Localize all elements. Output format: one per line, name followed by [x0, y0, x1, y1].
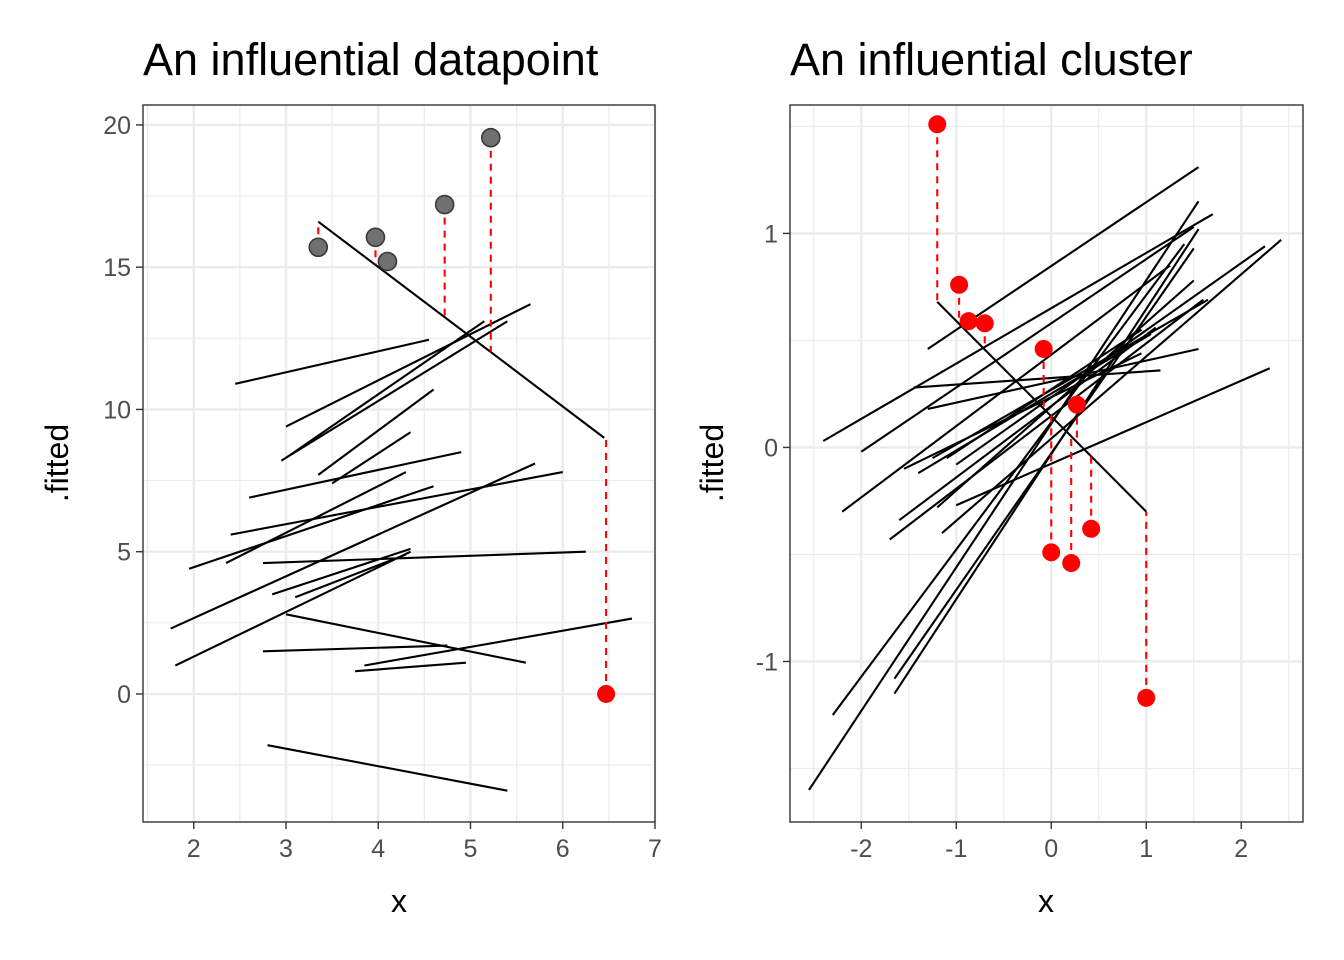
influential-point-2	[950, 275, 969, 294]
fitted-line-18	[364, 617, 633, 667]
influential-point-7	[1062, 554, 1081, 573]
axes: 2 3 4 5 6 7 0 5 10 15 20	[103, 112, 662, 863]
fitted-line-20	[955, 367, 1271, 507]
chart-panel-1: 2 3 4 5 6 7 0 5 10 15 20 An influential datapoint x.…	[39, 34, 662, 919]
x-tick-label: 3	[279, 835, 293, 863]
fitted-line-5	[822, 213, 1214, 442]
fitted-line-16	[941, 239, 1282, 534]
fitted-line-6	[331, 431, 412, 485]
data-points	[928, 115, 1156, 707]
y-tick-label: 1	[764, 220, 778, 248]
x-tick-label: 0	[1044, 835, 1058, 863]
influential-point-6	[597, 684, 616, 703]
panel-border	[142, 104, 656, 823]
fitted-line-1	[808, 200, 1200, 791]
y-axis-title: .fitted	[694, 424, 730, 502]
data-point-2	[365, 227, 386, 248]
fitted-line-13	[262, 550, 586, 565]
y-tick-label: 5	[117, 539, 131, 567]
influential-point-1	[928, 115, 947, 134]
x-axis-title: x	[1038, 883, 1054, 919]
panel-background	[790, 105, 1303, 822]
fitted-line-4	[893, 247, 1195, 680]
fitted-line-8	[230, 471, 563, 536]
fitted-line-8	[841, 264, 1171, 513]
fitted-line-7	[860, 226, 1195, 453]
x-tick-label: 4	[371, 835, 385, 863]
y-tick-label: 15	[103, 254, 131, 282]
fitted-line-15	[955, 245, 1266, 466]
data-point-5	[480, 127, 501, 148]
data-points	[308, 127, 616, 703]
fitted-line-14	[931, 298, 1209, 460]
fitted-line-14	[271, 547, 411, 596]
fitted-line-18	[913, 369, 1161, 389]
y-axis-title: .fitted	[39, 424, 75, 502]
y-tick-label: 20	[103, 112, 131, 140]
y-tick-label: -1	[756, 648, 778, 676]
x-tick-label: 2	[187, 835, 201, 863]
fitted-line-7	[248, 451, 462, 499]
y-tick-label: 10	[103, 396, 131, 424]
fitted-line-11	[936, 279, 1195, 509]
x-tick-label: 7	[648, 835, 662, 863]
x-tick-label: 5	[464, 835, 478, 863]
influential-point-9	[1082, 519, 1101, 538]
fitted-line-10	[889, 298, 1204, 541]
y-tick-label: 0	[764, 434, 778, 462]
influential-point-6	[1042, 543, 1061, 562]
influential-point-4	[975, 314, 994, 333]
x-tick-label: -1	[945, 835, 967, 863]
x-axis-title: x	[391, 883, 407, 919]
x-tick-label: -2	[850, 835, 872, 863]
panel-title: An influential cluster	[790, 34, 1193, 85]
fitted-line-4	[280, 320, 508, 462]
fitted-line-2	[285, 303, 531, 428]
fitted-line-2	[831, 243, 1186, 716]
fitted-line-5	[317, 388, 435, 476]
fitted-line-19	[927, 347, 1199, 410]
influential-point-8	[1067, 395, 1086, 414]
data-point-4	[434, 194, 455, 215]
influential-point-3	[959, 312, 978, 331]
fitted-line-11	[170, 462, 536, 630]
x-tick-label: 6	[556, 835, 570, 863]
chart-panel-2: -2 -1 0 1 2 -1 0 1 An influential cluster x .fitte…	[694, 34, 1304, 919]
fitted-line-9	[225, 471, 407, 565]
fitted-line-19	[355, 661, 466, 673]
fitted-line-3	[285, 320, 485, 459]
fitted-line-9	[898, 326, 1157, 522]
fitted-line-15	[294, 553, 407, 599]
panel-border	[789, 104, 1304, 823]
fitted-line-16	[285, 613, 527, 664]
y-tick-label: 0	[117, 681, 131, 709]
fitted-line-17	[262, 644, 448, 653]
influential-point-10	[1137, 688, 1156, 707]
fitted-line-12	[174, 550, 411, 667]
x-tick-label: 1	[1139, 835, 1153, 863]
data-point-3	[377, 251, 398, 272]
x-tick-label: 2	[1234, 835, 1248, 863]
data-point-1	[308, 237, 329, 258]
fitted-line-10	[188, 485, 434, 570]
influential-point-5	[1034, 339, 1053, 358]
fitted-line-13	[917, 333, 1152, 475]
fitted-line-1	[235, 338, 430, 385]
axes: -2 -1 0 1 2 -1 0 1	[756, 220, 1248, 863]
fitted-line-20	[267, 744, 508, 792]
panel-title: An influential datapoint	[143, 34, 599, 85]
fitted-lines	[170, 220, 633, 792]
fitted-line-21	[317, 220, 605, 439]
fitted-line-21	[936, 301, 1147, 513]
panel-background	[143, 105, 655, 822]
